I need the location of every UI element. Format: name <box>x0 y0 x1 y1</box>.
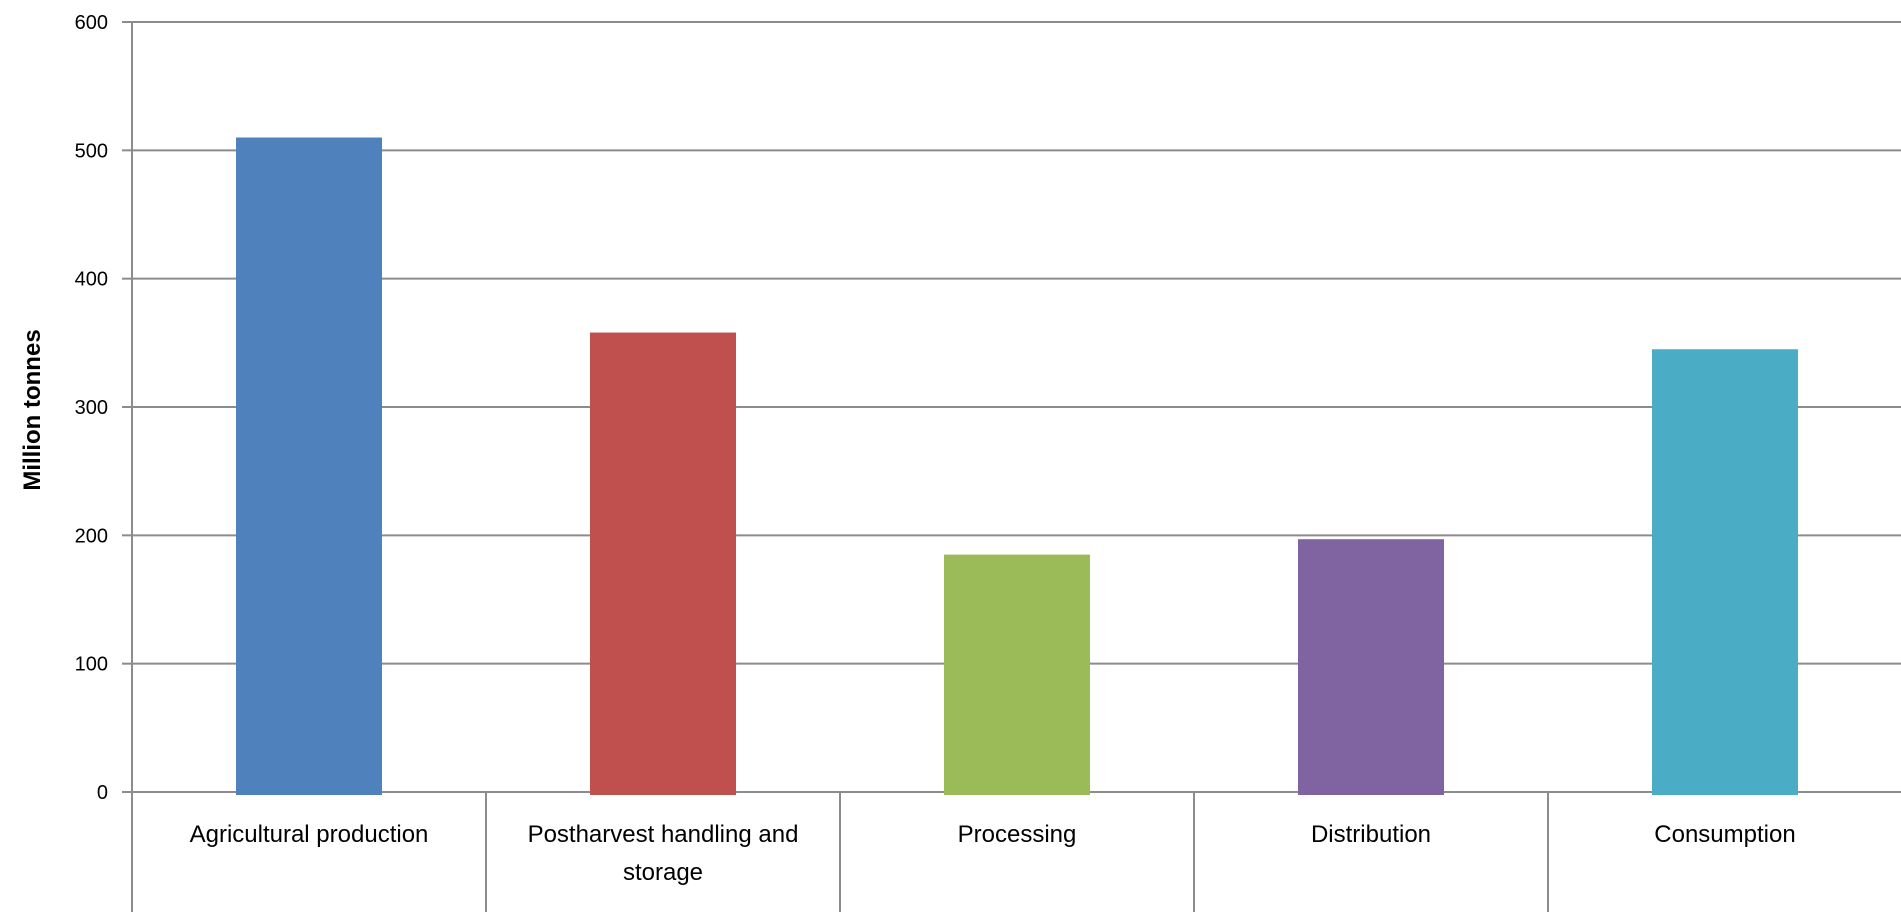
bar <box>236 137 382 795</box>
bar <box>1298 539 1444 795</box>
y-tick-label: 600 <box>75 12 108 34</box>
y-tick-label: 400 <box>75 269 108 291</box>
bar <box>1652 349 1798 795</box>
x-category-label: Distribution <box>1311 821 1431 848</box>
x-axis: Agricultural production Postharvest handl… <box>131 22 1796 912</box>
y-tick-label: 300 <box>75 397 108 419</box>
bars <box>236 137 1798 795</box>
y-tick-label: 0 <box>97 782 108 804</box>
x-category-label: Processing <box>958 821 1077 848</box>
x-category-label: Postharvest handling and storage <box>528 821 799 886</box>
y-tick-label: 500 <box>75 140 108 162</box>
bar <box>944 554 1090 795</box>
y-tick-label: 100 <box>75 654 108 676</box>
gridlines <box>132 21 1901 793</box>
y-axis-title: Million tonnes <box>19 329 46 490</box>
x-category-label: Consumption <box>1654 821 1795 848</box>
x-category-label: Agricultural production <box>190 821 429 848</box>
y-tick-label: 200 <box>75 525 108 547</box>
bar <box>590 332 736 795</box>
y-axis-ticks: 0 100 200 300 400 500 600 <box>75 12 132 804</box>
